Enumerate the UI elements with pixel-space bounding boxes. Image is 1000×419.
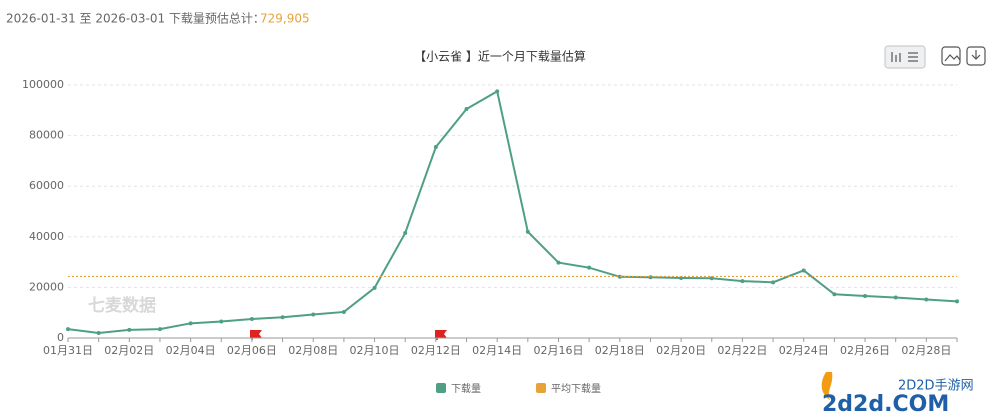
- brand-name: 2D2D手游网: [898, 379, 974, 394]
- x-tick-label: 01月31日: [43, 344, 93, 357]
- data-point: [893, 295, 898, 300]
- x-tick-label: 02月08日: [288, 344, 338, 357]
- view-toggle[interactable]: [884, 45, 926, 69]
- x-tick-label: 02月24日: [779, 344, 829, 357]
- legend-swatch: [436, 383, 446, 393]
- x-tick-label: 02月02日: [104, 344, 154, 357]
- data-point: [311, 312, 316, 317]
- data-point: [249, 317, 254, 322]
- event-flags: [250, 330, 447, 340]
- brand-url: 2d2d.COM: [822, 392, 949, 417]
- x-tick-label: 02月12日: [411, 344, 461, 357]
- y-tick-label: 60000: [29, 179, 64, 192]
- y-tick-label: 80000: [29, 129, 64, 142]
- y-tick-label: 0: [57, 331, 64, 344]
- x-tick-label: 02月14日: [472, 344, 522, 357]
- download-button[interactable]: [966, 46, 986, 66]
- data-point: [188, 321, 193, 326]
- legend-swatch: [536, 383, 546, 393]
- data-point: [372, 285, 377, 290]
- x-tick-label: 02月04日: [166, 344, 216, 357]
- data-point: [924, 297, 929, 302]
- y-tick-label: 20000: [29, 280, 64, 293]
- data-point: [341, 309, 346, 314]
- data-point: [740, 279, 745, 284]
- data-point: [801, 268, 806, 273]
- data-point: [709, 276, 714, 281]
- watermark: 七麦数据: [88, 295, 156, 316]
- data-point: [863, 294, 868, 299]
- header-range: 2026-01-31 至 2026-03-01 下载量预估总计：: [6, 12, 265, 26]
- data-point: [955, 299, 959, 304]
- x-tick-label: 02月16日: [533, 344, 583, 357]
- toolbar: [884, 45, 986, 69]
- chart-title: 【小云雀 】近一个月下载量估算: [414, 49, 586, 64]
- data-point: [587, 265, 592, 270]
- data-point: [127, 327, 132, 332]
- x-tick-label: 02月20日: [656, 344, 706, 357]
- data-point: [495, 89, 500, 94]
- data-line: [67, 89, 958, 334]
- data-point: [556, 260, 561, 265]
- legend-label: 平均下载量: [551, 383, 601, 395]
- x-tick-label: 02月18日: [595, 344, 645, 357]
- x-tick-label: 02月10日: [350, 344, 400, 357]
- legend-label: 下载量: [451, 383, 481, 395]
- x-tick-label: 02月26日: [840, 344, 890, 357]
- data-point: [771, 280, 776, 285]
- x-tick-label: 02月06日: [227, 344, 277, 357]
- data-point: [219, 319, 224, 324]
- data-point: [832, 292, 837, 297]
- data-point: [280, 315, 285, 320]
- x-tick-label: 02月22日: [717, 344, 767, 357]
- data-point: [66, 327, 70, 332]
- data-point: [464, 107, 469, 112]
- header-total: 729,905: [260, 12, 310, 26]
- y-tick-label: 100000: [22, 78, 64, 91]
- image-button[interactable]: [941, 46, 961, 66]
- data-point: [96, 330, 101, 335]
- data-point: [157, 327, 162, 332]
- brand-logo: 2D2D手游网 2d2d.COM: [821, 372, 974, 417]
- data-point: [433, 144, 438, 149]
- y-tick-label: 40000: [29, 230, 64, 243]
- data-point: [617, 274, 622, 279]
- x-tick-label: 02月28日: [901, 344, 951, 357]
- data-point: [403, 231, 408, 236]
- data-point: [525, 229, 530, 234]
